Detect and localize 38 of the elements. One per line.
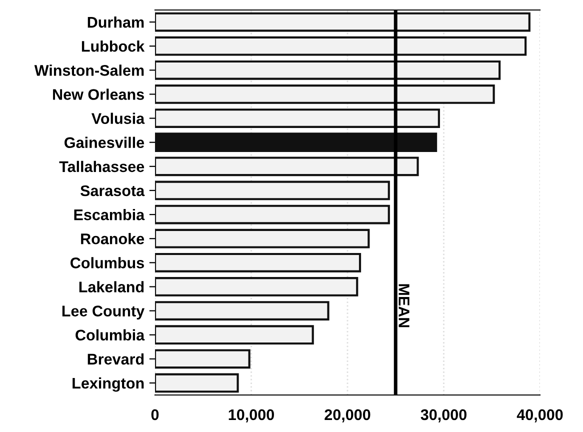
bar <box>155 36 527 56</box>
y-tick-label: Roanoke <box>81 233 144 244</box>
y-tick-label: Lexington <box>72 377 144 392</box>
y-tick-label: Tallahassee <box>59 160 144 172</box>
bar <box>155 60 501 80</box>
bar <box>155 132 438 152</box>
y-tick-label: Sarasota <box>80 185 145 196</box>
bar <box>155 349 250 369</box>
x-tick-label: 10,000 <box>228 409 274 422</box>
x-tick-label: 0 <box>151 409 159 420</box>
bar <box>155 301 330 320</box>
y-tick-label: Winston-Salem <box>34 64 144 76</box>
bar <box>155 373 239 393</box>
y-tick-label: New Orleans <box>53 88 144 100</box>
bar <box>155 12 530 32</box>
y-tick-label: Gainesville <box>64 136 144 148</box>
y-tick-label: Lubbock <box>82 40 145 52</box>
y-tick-label: Columbus <box>70 257 144 268</box>
y-tick-label: Lee County <box>62 306 145 320</box>
bar <box>155 252 362 272</box>
y-tick-label: Lakeland <box>79 281 144 292</box>
bar <box>155 84 495 104</box>
bar <box>155 325 314 345</box>
bar <box>155 108 440 128</box>
y-tick-label: Columbia <box>76 329 145 341</box>
y-tick-label: Volusia <box>91 112 145 124</box>
bar <box>155 228 370 248</box>
y-tick-label: Durham <box>88 16 144 28</box>
bar <box>155 180 390 200</box>
ref-line-label: MEAN <box>398 284 410 328</box>
x-tick-label: 30,000 <box>420 409 466 422</box>
bar <box>155 156 419 176</box>
bar <box>155 204 390 224</box>
x-tick-label: 40,000 <box>516 409 563 422</box>
y-tick-label: Escambia <box>74 208 145 220</box>
bar <box>155 277 358 296</box>
y-tick-label: Brevard <box>88 353 144 365</box>
x-tick-label: 20,000 <box>324 409 370 422</box>
